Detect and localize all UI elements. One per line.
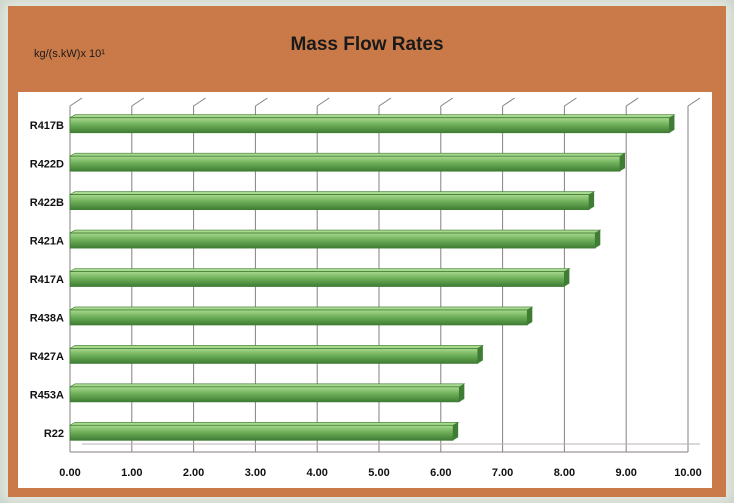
y-tick-label: R422B xyxy=(30,197,64,209)
bar-top-face xyxy=(68,306,534,311)
bar-top-face xyxy=(68,152,627,157)
bar-end-face xyxy=(669,114,675,133)
gridline-depth xyxy=(316,97,330,107)
bar-top-face xyxy=(68,191,596,195)
bar-end-face xyxy=(459,383,465,402)
bar-end-face xyxy=(589,191,595,210)
bar-top-face xyxy=(68,421,460,426)
bar xyxy=(69,347,479,364)
x-tick-label: 5.00 xyxy=(368,467,389,479)
bar xyxy=(69,309,528,326)
gridline-depth xyxy=(564,97,577,107)
y-tick-label: R427A xyxy=(30,351,64,363)
x-tick-label: 9.00 xyxy=(615,467,636,479)
bar xyxy=(69,232,596,249)
bar-end-face xyxy=(527,306,533,325)
x-tick-label: 6.00 xyxy=(430,467,451,479)
x-tick-label: 7.00 xyxy=(492,467,513,479)
x-tick-label: 8.00 xyxy=(554,467,575,479)
bar xyxy=(69,271,565,287)
x-tick-label: 0.00 xyxy=(59,467,80,479)
bar-end-face xyxy=(564,268,570,287)
bar-top-face xyxy=(68,383,466,388)
bar xyxy=(69,117,670,134)
gridline-depth xyxy=(193,97,206,107)
gridline-depth xyxy=(440,97,454,107)
gridline-depth xyxy=(255,97,268,107)
gridline-depth xyxy=(69,97,83,107)
y-tick-label: R438A xyxy=(30,312,64,324)
gridline-depth xyxy=(625,97,639,107)
y-tick-label: R417A xyxy=(30,274,64,286)
bar-end-face xyxy=(477,345,483,364)
bar xyxy=(69,155,621,172)
bar-top-face xyxy=(68,229,602,234)
bar-top-face xyxy=(68,114,676,119)
gridline-depth xyxy=(131,97,145,107)
x-tick-label: 1.00 xyxy=(121,467,142,479)
bar-end-face xyxy=(595,230,601,249)
bar xyxy=(69,386,460,403)
x-tick-label: 2.00 xyxy=(183,467,204,479)
bar xyxy=(69,424,454,441)
x-tick-label: 3.00 xyxy=(245,467,266,479)
bar-end-face xyxy=(620,153,626,172)
y-tick-label: R421A xyxy=(30,236,64,248)
chart-title: Mass Flow Rates xyxy=(290,34,444,55)
bar-top-face xyxy=(68,345,484,349)
unit-label: kg/(s.kW)x 10¹ xyxy=(34,48,105,60)
y-tick-label: R417B xyxy=(30,120,64,132)
gridline-depth xyxy=(502,97,515,107)
y-tick-label: R422D xyxy=(30,159,64,171)
bar xyxy=(69,194,590,211)
y-tick-label: R22 xyxy=(44,428,64,440)
bar-end-face xyxy=(453,422,459,441)
gridline-depth xyxy=(378,97,392,107)
gridline-depth xyxy=(687,97,701,107)
x-tick-label: 4.00 xyxy=(306,467,327,479)
y-tick-label: R453A xyxy=(30,389,64,401)
x-tick-label: 10.00 xyxy=(674,467,702,479)
bar-top-face xyxy=(68,268,571,272)
